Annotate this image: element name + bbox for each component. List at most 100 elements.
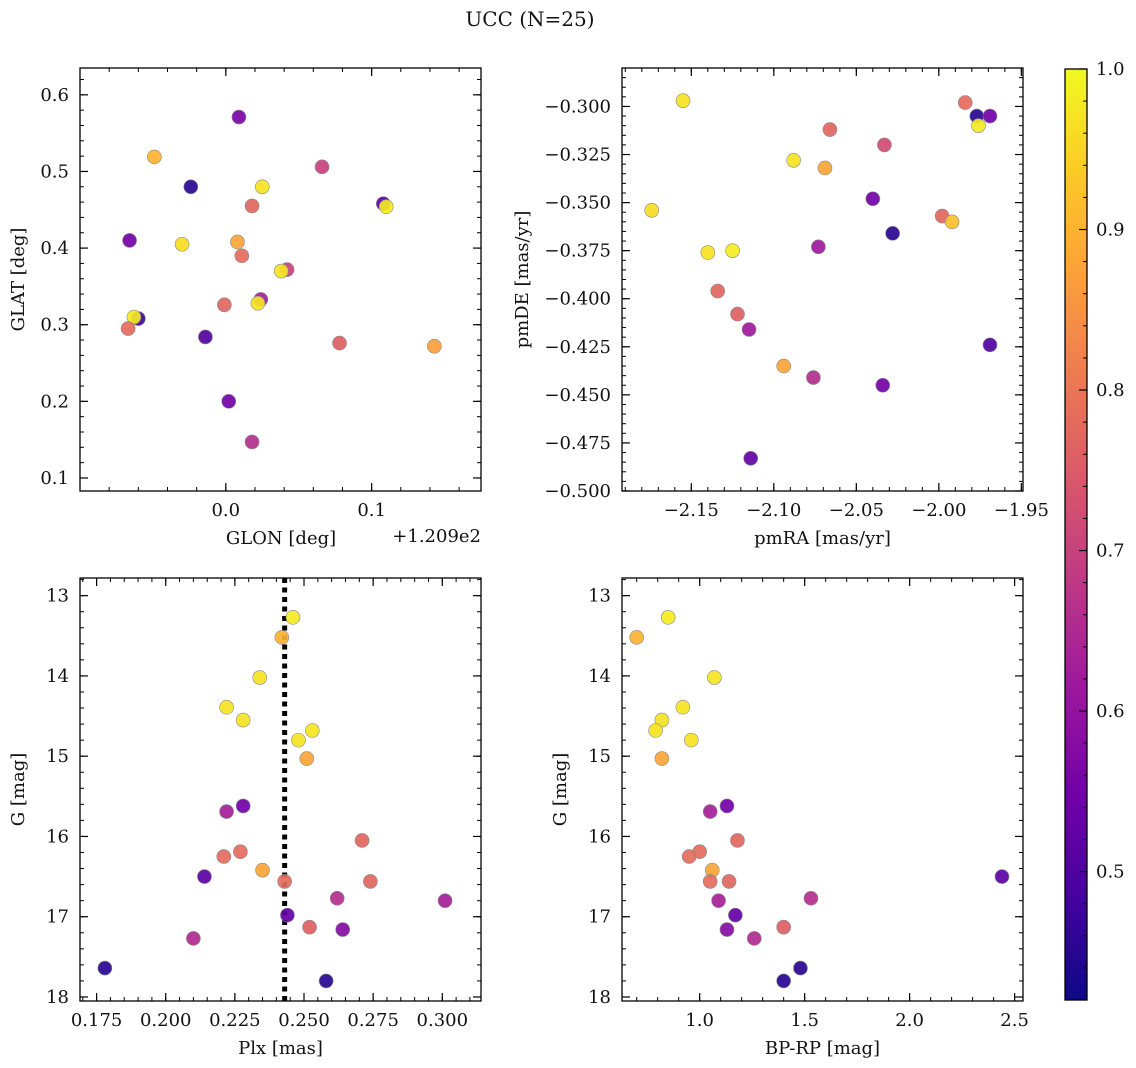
data-point <box>776 919 791 935</box>
figure-title: UCC (N=25) <box>465 7 594 31</box>
data-point <box>277 874 292 889</box>
data-point <box>644 202 660 218</box>
x-tick-label: −2.10 <box>746 500 801 521</box>
x-tick-label: 0.300 <box>417 1010 469 1031</box>
data-point <box>234 248 250 264</box>
plot-area <box>120 109 442 450</box>
x-axis-label: GLON [deg] <box>226 528 336 549</box>
data-point <box>254 179 270 195</box>
data-point <box>648 723 663 738</box>
data-point <box>299 751 315 766</box>
y-tick-label: −0.325 <box>544 145 611 166</box>
data-point <box>354 833 370 848</box>
data-point <box>944 214 960 230</box>
data-point <box>746 931 762 946</box>
y-tick-label: −0.475 <box>544 433 611 454</box>
data-point <box>230 234 245 250</box>
data-point <box>363 874 378 889</box>
panel-4: 1.0 1.5 2.0 2.5 13 14 15 16 17 18 BP-RP [mag] G [ma… <box>550 577 1029 1059</box>
x-tick-label: 0.250 <box>278 1010 330 1031</box>
data-point <box>971 118 986 133</box>
x-tick-label: 0.275 <box>347 1010 399 1031</box>
data-point <box>675 699 691 715</box>
data-point <box>437 893 453 908</box>
y-tick-label: 0.4 <box>40 238 69 259</box>
data-point <box>147 149 162 165</box>
data-point <box>786 152 801 168</box>
y-tick-label: 0.2 <box>40 391 69 412</box>
data-point <box>629 630 644 645</box>
colorbar-tick-label: 0.6 <box>1096 701 1125 722</box>
y-axis-label: GLAT [deg] <box>8 228 29 332</box>
data-point <box>216 849 232 864</box>
data-point <box>719 798 735 814</box>
data-point <box>675 93 691 108</box>
data-point <box>730 833 745 848</box>
y-axis-label: G [mag] <box>8 753 29 826</box>
data-point <box>681 849 697 864</box>
data-point <box>427 338 442 354</box>
data-point <box>875 377 891 393</box>
data-point <box>683 732 699 748</box>
data-point <box>332 335 347 351</box>
data-point <box>221 394 237 409</box>
data-point <box>743 451 759 466</box>
data-point <box>335 922 351 937</box>
colorbar-tick-label: 1.0 <box>1096 59 1125 80</box>
data-point <box>711 893 726 908</box>
y-tick-label: 0.1 <box>40 468 69 489</box>
data-point <box>120 321 136 336</box>
data-point <box>318 973 334 989</box>
data-point <box>197 869 212 884</box>
x-axis-label: pmRA [mas/yr] <box>754 528 891 549</box>
x-tick-label: 1.0 <box>685 1010 714 1031</box>
data-point <box>822 122 838 137</box>
y-tick-label: 13 <box>588 586 611 607</box>
data-point <box>728 907 743 923</box>
plot-area <box>97 578 453 1001</box>
data-point <box>957 95 973 110</box>
y-tick-label: −0.350 <box>544 193 611 214</box>
data-point <box>235 712 251 728</box>
data-point <box>776 358 792 374</box>
x-tick-label: −2.15 <box>664 500 719 521</box>
y-tick-label: −0.375 <box>544 241 611 262</box>
data-point <box>274 630 290 645</box>
data-point <box>233 844 248 860</box>
data-point <box>654 751 670 766</box>
data-point <box>702 804 718 819</box>
data-point <box>741 322 757 337</box>
data-point <box>776 973 791 989</box>
data-point <box>994 869 1010 884</box>
data-point <box>255 862 270 878</box>
data-point <box>126 309 142 325</box>
y-tick-label: 18 <box>588 987 611 1008</box>
y-tick-label: 17 <box>46 907 69 928</box>
plot-area <box>629 610 1010 989</box>
data-point <box>174 236 190 252</box>
data-point <box>97 960 113 976</box>
data-point <box>280 907 295 923</box>
data-point <box>725 243 740 258</box>
data-point <box>219 699 234 715</box>
x-tick-label: −2.00 <box>911 500 966 521</box>
data-point <box>803 890 819 906</box>
panel-2: −2.15 −2.10 −2.05 −2.00 −1.95 −0.500 −0.475 −0.… <box>512 67 1049 549</box>
colorbar-tick-label: 0.9 <box>1096 220 1125 241</box>
data-point <box>885 226 900 241</box>
y-tick-label: −0.500 <box>544 481 611 502</box>
y-tick-label: 0.6 <box>40 85 69 106</box>
x-tick-label: 0.1 <box>357 500 386 521</box>
data-point <box>198 329 213 345</box>
y-tick-label: 0.5 <box>40 161 69 182</box>
y-tick-label: 15 <box>46 746 69 767</box>
y-tick-label: 0.3 <box>40 315 69 336</box>
data-point <box>122 233 137 248</box>
y-axis-label: G [mag] <box>550 753 571 826</box>
axes-frame <box>621 67 1024 492</box>
y-tick-label: −0.450 <box>544 385 611 406</box>
data-point <box>186 931 201 946</box>
data-point <box>250 295 266 311</box>
x-offset-text: +1.209e2 <box>392 526 481 547</box>
